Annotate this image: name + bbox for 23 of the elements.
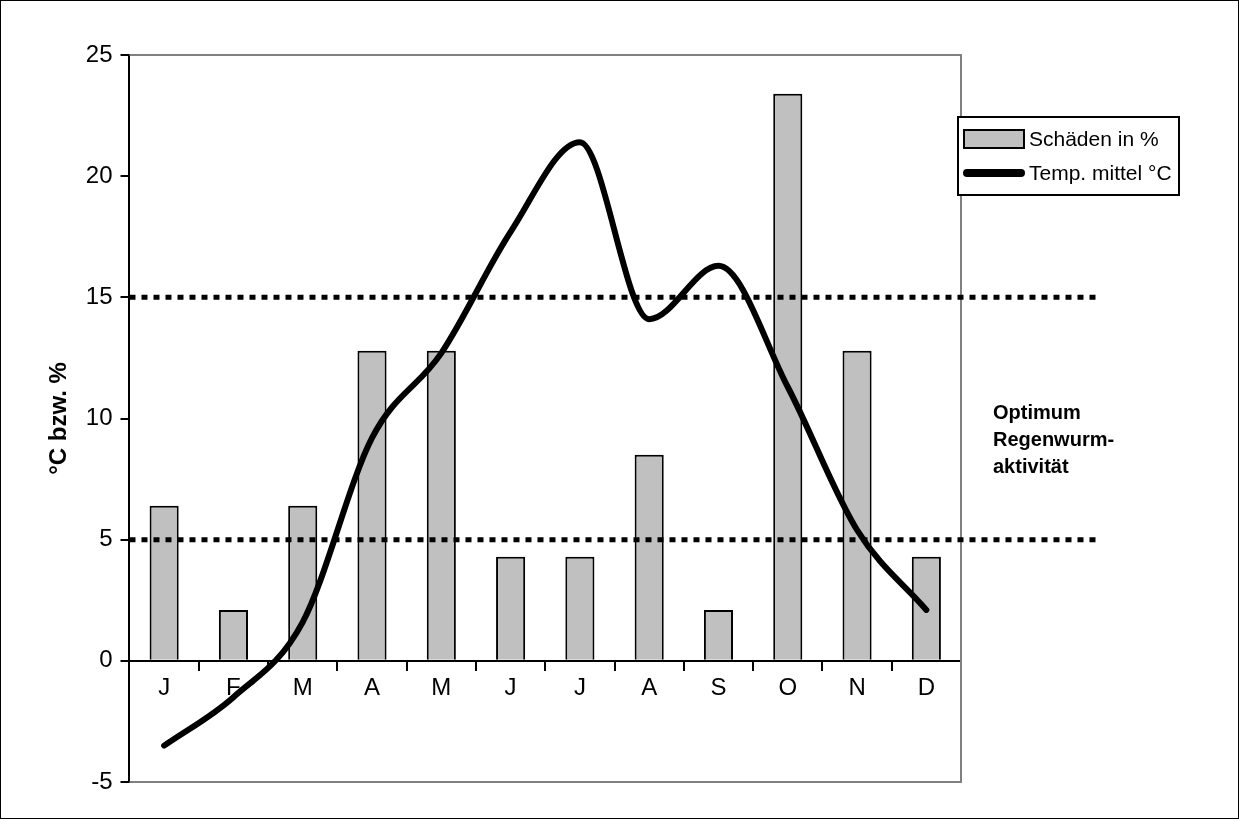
x-tick-label: D [917, 672, 936, 700]
y-tick-label: 5 [99, 524, 113, 552]
x-tick-label: A [364, 672, 381, 700]
y-tick-label: 10 [85, 403, 113, 431]
x-tick-label: M [292, 672, 313, 700]
text: Optimum Regenwurm-aktivität [993, 400, 1116, 479]
x-tick-label: S [710, 672, 727, 700]
x-tick-label: N [848, 672, 866, 700]
x-tick-label: J [573, 672, 586, 700]
y-tick-label: 20 [85, 160, 113, 188]
y-tick-label: 0 [99, 645, 113, 673]
x-tick-label: O [778, 672, 798, 700]
y-axis-title: °C bzw. % [44, 362, 72, 475]
legend-label: Temp. mittel °C [1029, 161, 1172, 185]
y-tick-label: 15 [85, 281, 113, 309]
x-tick-label: J [504, 672, 517, 700]
legend-label: Schäden in % [1029, 127, 1159, 151]
y-tick-label: 25 [85, 39, 113, 67]
x-tick-label: F [226, 672, 241, 700]
y-tick-label: -5 [91, 766, 113, 794]
x-tick-label: A [641, 672, 658, 700]
x-tick-label: J [158, 672, 171, 700]
x-tick-label: M [431, 672, 452, 700]
